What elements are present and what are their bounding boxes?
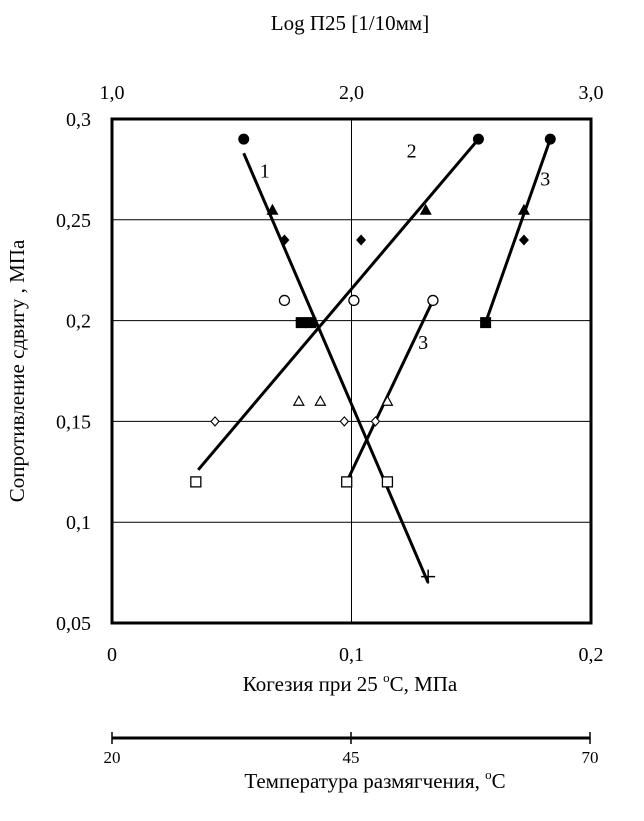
filled-circle-marker bbox=[544, 133, 556, 145]
y-tick-label: 0,25 bbox=[56, 210, 91, 232]
filled-circle-marker bbox=[238, 133, 250, 145]
x-axis-title-degree: о bbox=[383, 670, 390, 685]
top-axis-tick-label: 1,0 bbox=[100, 82, 125, 104]
top-axis-title: Log П25 [1/10мм] bbox=[271, 11, 429, 35]
open-diamond-marker bbox=[339, 416, 350, 427]
tick-labels: 0,05 0,1 0,15 0,2 0,25 0,3 0 0,1 0,2 1,0 2,0 3,0 bbox=[56, 82, 604, 666]
trend-line-label: 3 bbox=[540, 169, 550, 191]
temperature-axis-title: Температура размягчения, оС bbox=[244, 767, 505, 793]
filled-diamond-marker bbox=[356, 234, 367, 246]
x-axis-title-part-2: С, МПа bbox=[390, 672, 458, 696]
filled-triangle-marker bbox=[517, 203, 530, 215]
trend-line bbox=[242, 152, 430, 584]
trend-line-label: 1 bbox=[260, 160, 270, 182]
open-triangle-marker bbox=[381, 395, 394, 406]
filled-triangle-marker bbox=[419, 203, 432, 215]
temperature-axis-title-part-2: С bbox=[492, 769, 506, 793]
y-tick-label: 0,2 bbox=[66, 311, 91, 333]
open-circle-marker bbox=[427, 294, 439, 307]
trend-line-label: 2 bbox=[407, 140, 417, 162]
temperature-tick-label: 70 bbox=[582, 748, 599, 767]
y-tick-label: 0,05 bbox=[56, 613, 91, 635]
top-axis-tick-label: 3,0 bbox=[579, 82, 604, 104]
trend-line-label: 3 bbox=[418, 332, 428, 354]
temperature-axis-title-part-1: Температура размягчения, bbox=[244, 769, 485, 793]
x-axis-title-part-1: Когезия при 25 bbox=[243, 672, 383, 696]
open-square-marker bbox=[341, 476, 353, 488]
filled-square-marker bbox=[305, 317, 317, 329]
trend-lines: 1 2 3 3 bbox=[197, 138, 552, 584]
open-triangle-marker bbox=[292, 395, 305, 406]
filled-square-marker bbox=[480, 317, 492, 329]
open-square-marker bbox=[190, 476, 202, 488]
y-tick-label: 0,15 bbox=[56, 411, 91, 433]
trend-line bbox=[345, 299, 435, 483]
temperature-axis-title-degree: о bbox=[485, 767, 492, 782]
filled-diamond-marker bbox=[518, 234, 529, 246]
x-tick-label: 0,2 bbox=[579, 644, 604, 666]
plus-marker bbox=[421, 569, 436, 584]
trend-line bbox=[197, 138, 480, 471]
filled-square-marker bbox=[295, 317, 307, 329]
temperature-tick-label: 20 bbox=[104, 748, 121, 767]
open-triangle-marker bbox=[314, 395, 327, 406]
open-diamond-marker bbox=[210, 416, 220, 427]
data-markers bbox=[190, 133, 556, 584]
grid-lines bbox=[112, 119, 591, 623]
top-axis-tick-label: 2,0 bbox=[339, 82, 364, 104]
open-circle-marker bbox=[278, 294, 291, 307]
x-tick-label: 0,1 bbox=[339, 644, 364, 666]
trend-line bbox=[484, 138, 552, 324]
y-axis-title: Сопротивление сдвигу , МПа bbox=[5, 239, 29, 502]
open-diamond-marker bbox=[370, 416, 381, 427]
y-tick-label: 0,3 bbox=[66, 109, 91, 131]
temperature-tick-label: 45 bbox=[343, 748, 360, 767]
plot-frame bbox=[110, 117, 593, 625]
x-tick-label: 0 bbox=[107, 644, 117, 666]
filled-diamond-marker bbox=[279, 234, 290, 246]
filled-circle-marker bbox=[472, 133, 484, 145]
temperature-axis-ticks: 20 45 70 bbox=[104, 732, 599, 767]
open-square-marker bbox=[381, 476, 394, 488]
x-axis-title: Когезия при 25 оС, МПа bbox=[243, 670, 458, 696]
open-circle-marker bbox=[348, 294, 360, 307]
y-tick-label: 0,1 bbox=[66, 512, 91, 534]
filled-triangle-marker bbox=[266, 203, 279, 215]
